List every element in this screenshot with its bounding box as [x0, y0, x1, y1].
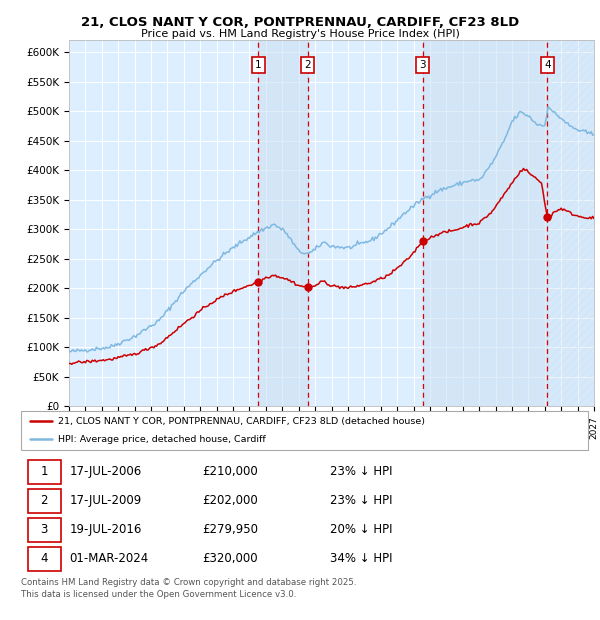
Text: HPI: Average price, detached house, Cardiff: HPI: Average price, detached house, Card…: [58, 435, 266, 444]
Text: £210,000: £210,000: [202, 466, 258, 479]
FancyBboxPatch shape: [28, 489, 61, 513]
Bar: [422, 40, 547, 406]
Text: 19-JUL-2016: 19-JUL-2016: [69, 523, 142, 536]
Text: 1: 1: [255, 60, 262, 70]
Text: 01-MAR-2024: 01-MAR-2024: [69, 552, 148, 565]
Text: 4: 4: [544, 60, 551, 70]
FancyBboxPatch shape: [21, 411, 588, 449]
Text: 17-JUL-2006: 17-JUL-2006: [69, 466, 142, 479]
Text: Price paid vs. HM Land Registry's House Price Index (HPI): Price paid vs. HM Land Registry's House …: [140, 29, 460, 39]
Text: 3: 3: [41, 523, 48, 536]
Text: 1: 1: [40, 466, 48, 479]
FancyBboxPatch shape: [28, 547, 61, 571]
Text: 23% ↓ HPI: 23% ↓ HPI: [330, 466, 392, 479]
Text: 17-JUL-2009: 17-JUL-2009: [69, 495, 142, 507]
Text: 21, CLOS NANT Y COR, PONTPRENNAU, CARDIFF, CF23 8LD (detached house): 21, CLOS NANT Y COR, PONTPRENNAU, CARDIF…: [58, 417, 425, 426]
Text: 4: 4: [40, 552, 48, 565]
FancyBboxPatch shape: [28, 518, 61, 542]
Text: £202,000: £202,000: [202, 495, 258, 507]
Text: 21, CLOS NANT Y COR, PONTPRENNAU, CARDIFF, CF23 8LD: 21, CLOS NANT Y COR, PONTPRENNAU, CARDIF…: [81, 16, 519, 29]
Text: 3: 3: [419, 60, 426, 70]
Text: Contains HM Land Registry data © Crown copyright and database right 2025.
This d: Contains HM Land Registry data © Crown c…: [21, 578, 356, 600]
FancyBboxPatch shape: [28, 460, 61, 484]
Text: 20% ↓ HPI: 20% ↓ HPI: [330, 523, 392, 536]
Text: 2: 2: [40, 495, 48, 507]
Text: 34% ↓ HPI: 34% ↓ HPI: [330, 552, 392, 565]
Text: 23% ↓ HPI: 23% ↓ HPI: [330, 495, 392, 507]
Text: £279,950: £279,950: [202, 523, 259, 536]
Bar: [547, 40, 594, 406]
Text: 2: 2: [304, 60, 311, 70]
Text: £320,000: £320,000: [202, 552, 258, 565]
Bar: [259, 40, 308, 406]
